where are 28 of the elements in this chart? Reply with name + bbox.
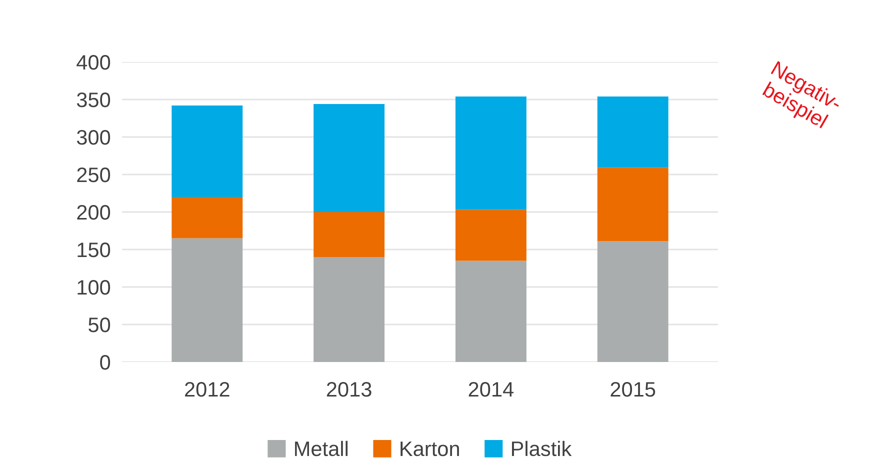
x-tick-label: 2014 xyxy=(468,382,514,397)
bar xyxy=(314,212,385,257)
bar xyxy=(314,104,385,212)
bar xyxy=(314,257,385,362)
y-tick-label: 0 xyxy=(100,355,110,370)
y-tick-label: 50 xyxy=(88,318,110,332)
y-tick-label: 150 xyxy=(78,242,110,258)
bar xyxy=(597,168,668,242)
bar xyxy=(597,241,668,362)
x-tick-label: 2015 xyxy=(610,382,656,397)
x-tick-label: 2013 xyxy=(326,382,372,397)
bar xyxy=(455,210,526,261)
y-tick-label: 100 xyxy=(78,280,110,295)
bar xyxy=(172,238,243,362)
bar xyxy=(455,260,526,362)
x-tick-label: 2012 xyxy=(185,382,230,397)
legend-label: Karton xyxy=(400,442,459,456)
bar xyxy=(597,96,668,168)
y-tick-label: 250 xyxy=(77,168,110,182)
legend-label: Plastik xyxy=(512,440,572,456)
y-tick-label: 400 xyxy=(76,55,110,70)
bar xyxy=(172,106,243,197)
bar xyxy=(172,197,243,238)
legend-label: Metall xyxy=(295,440,348,456)
y-tick-label: 200 xyxy=(77,205,110,220)
bar xyxy=(455,96,526,210)
y-tick-label: 350 xyxy=(76,92,110,108)
y-tick-label: 300 xyxy=(76,130,110,145)
